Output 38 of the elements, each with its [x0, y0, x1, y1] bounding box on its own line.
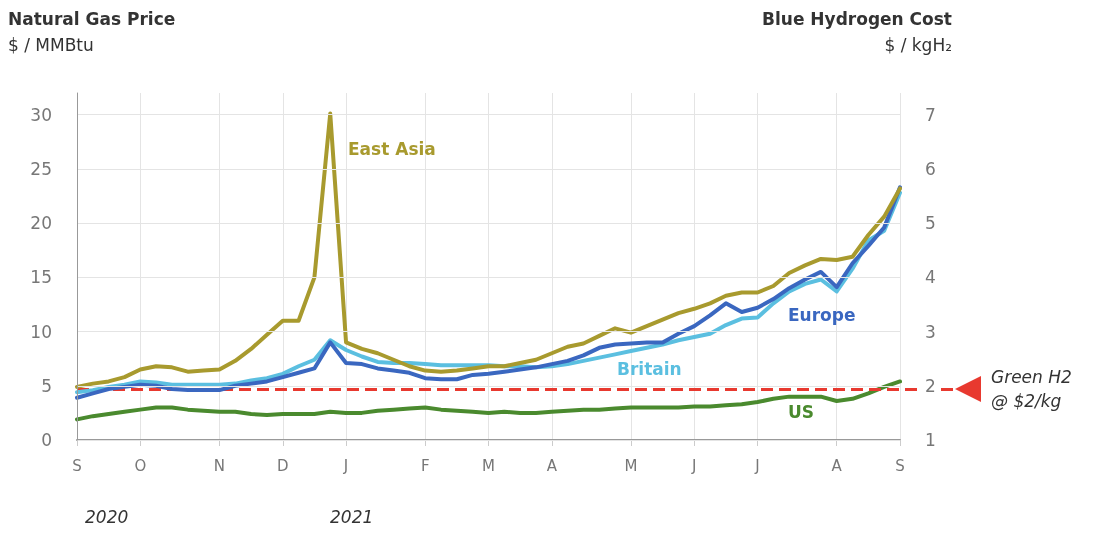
- line-series: [75, 111, 902, 389]
- y-tick-label: 25: [30, 158, 52, 179]
- line-series: [75, 379, 902, 422]
- x-tick-label: O: [134, 456, 147, 475]
- y2-tick-label: 3: [925, 321, 936, 342]
- y-tick-label: 15: [30, 267, 52, 288]
- x-tick-label: J: [754, 456, 760, 475]
- y2-tick-label: 4: [925, 267, 936, 288]
- y-axis-title: Natural Gas Price $ / MMBtu: [8, 8, 176, 55]
- x-tick-label: D: [276, 456, 289, 475]
- series-label: Europe: [788, 304, 856, 325]
- x-tick-label: F: [420, 456, 430, 475]
- x-tick-label: J: [342, 456, 349, 475]
- series-label: East Asia: [348, 138, 436, 159]
- x-tick-label: N: [213, 456, 226, 475]
- y-tick-label: 30: [30, 104, 52, 125]
- x-tick-label: S: [895, 456, 905, 475]
- y2-tick-label: 5: [925, 213, 936, 234]
- y-tick-label: 20: [30, 213, 52, 234]
- x-tick-label: A: [831, 456, 843, 475]
- x-tick-label: A: [546, 456, 558, 475]
- series-label: US: [788, 401, 815, 422]
- y-tick-label: 5: [41, 375, 52, 396]
- ref-line-label: Green H2 @ $2/kg: [991, 367, 1072, 412]
- text: 2021: [330, 506, 374, 527]
- x-tick-label: S: [72, 456, 82, 475]
- y2-tick-label: 6: [925, 158, 936, 179]
- y2-tick-label: 2: [925, 375, 936, 396]
- x-tick-label: M: [482, 456, 495, 475]
- y2-tick-label: 1: [925, 430, 936, 450]
- y2-axis-title: Blue Hydrogen Cost $ / kgH₂: [762, 8, 953, 55]
- y-tick-label: 0: [41, 430, 52, 450]
- series-label: Britain: [617, 358, 682, 379]
- x-tick-label: J: [691, 456, 697, 475]
- y-tick-label: 10: [30, 321, 52, 342]
- x-tick-label: M: [624, 456, 638, 475]
- text: 2020: [85, 506, 129, 527]
- y2-tick-label: 7: [925, 104, 936, 125]
